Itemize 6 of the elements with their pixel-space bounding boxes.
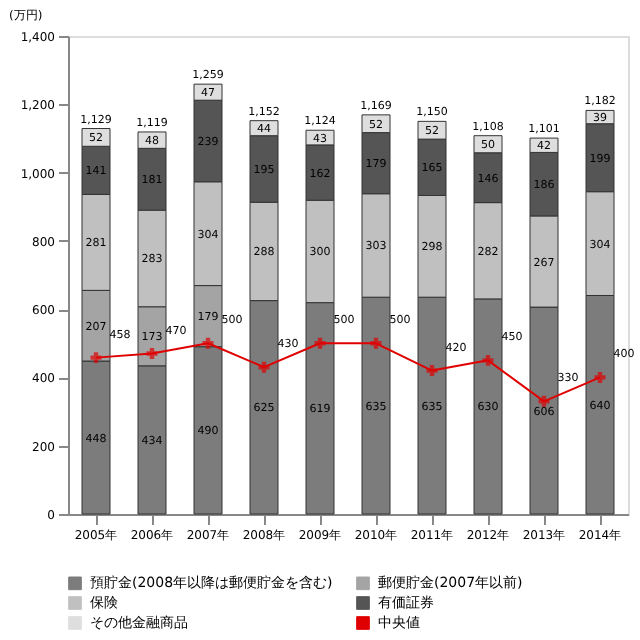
point (146, 348, 158, 360)
point (482, 354, 494, 366)
point (426, 365, 438, 377)
point (594, 371, 606, 383)
point (538, 395, 550, 407)
point (90, 352, 102, 364)
